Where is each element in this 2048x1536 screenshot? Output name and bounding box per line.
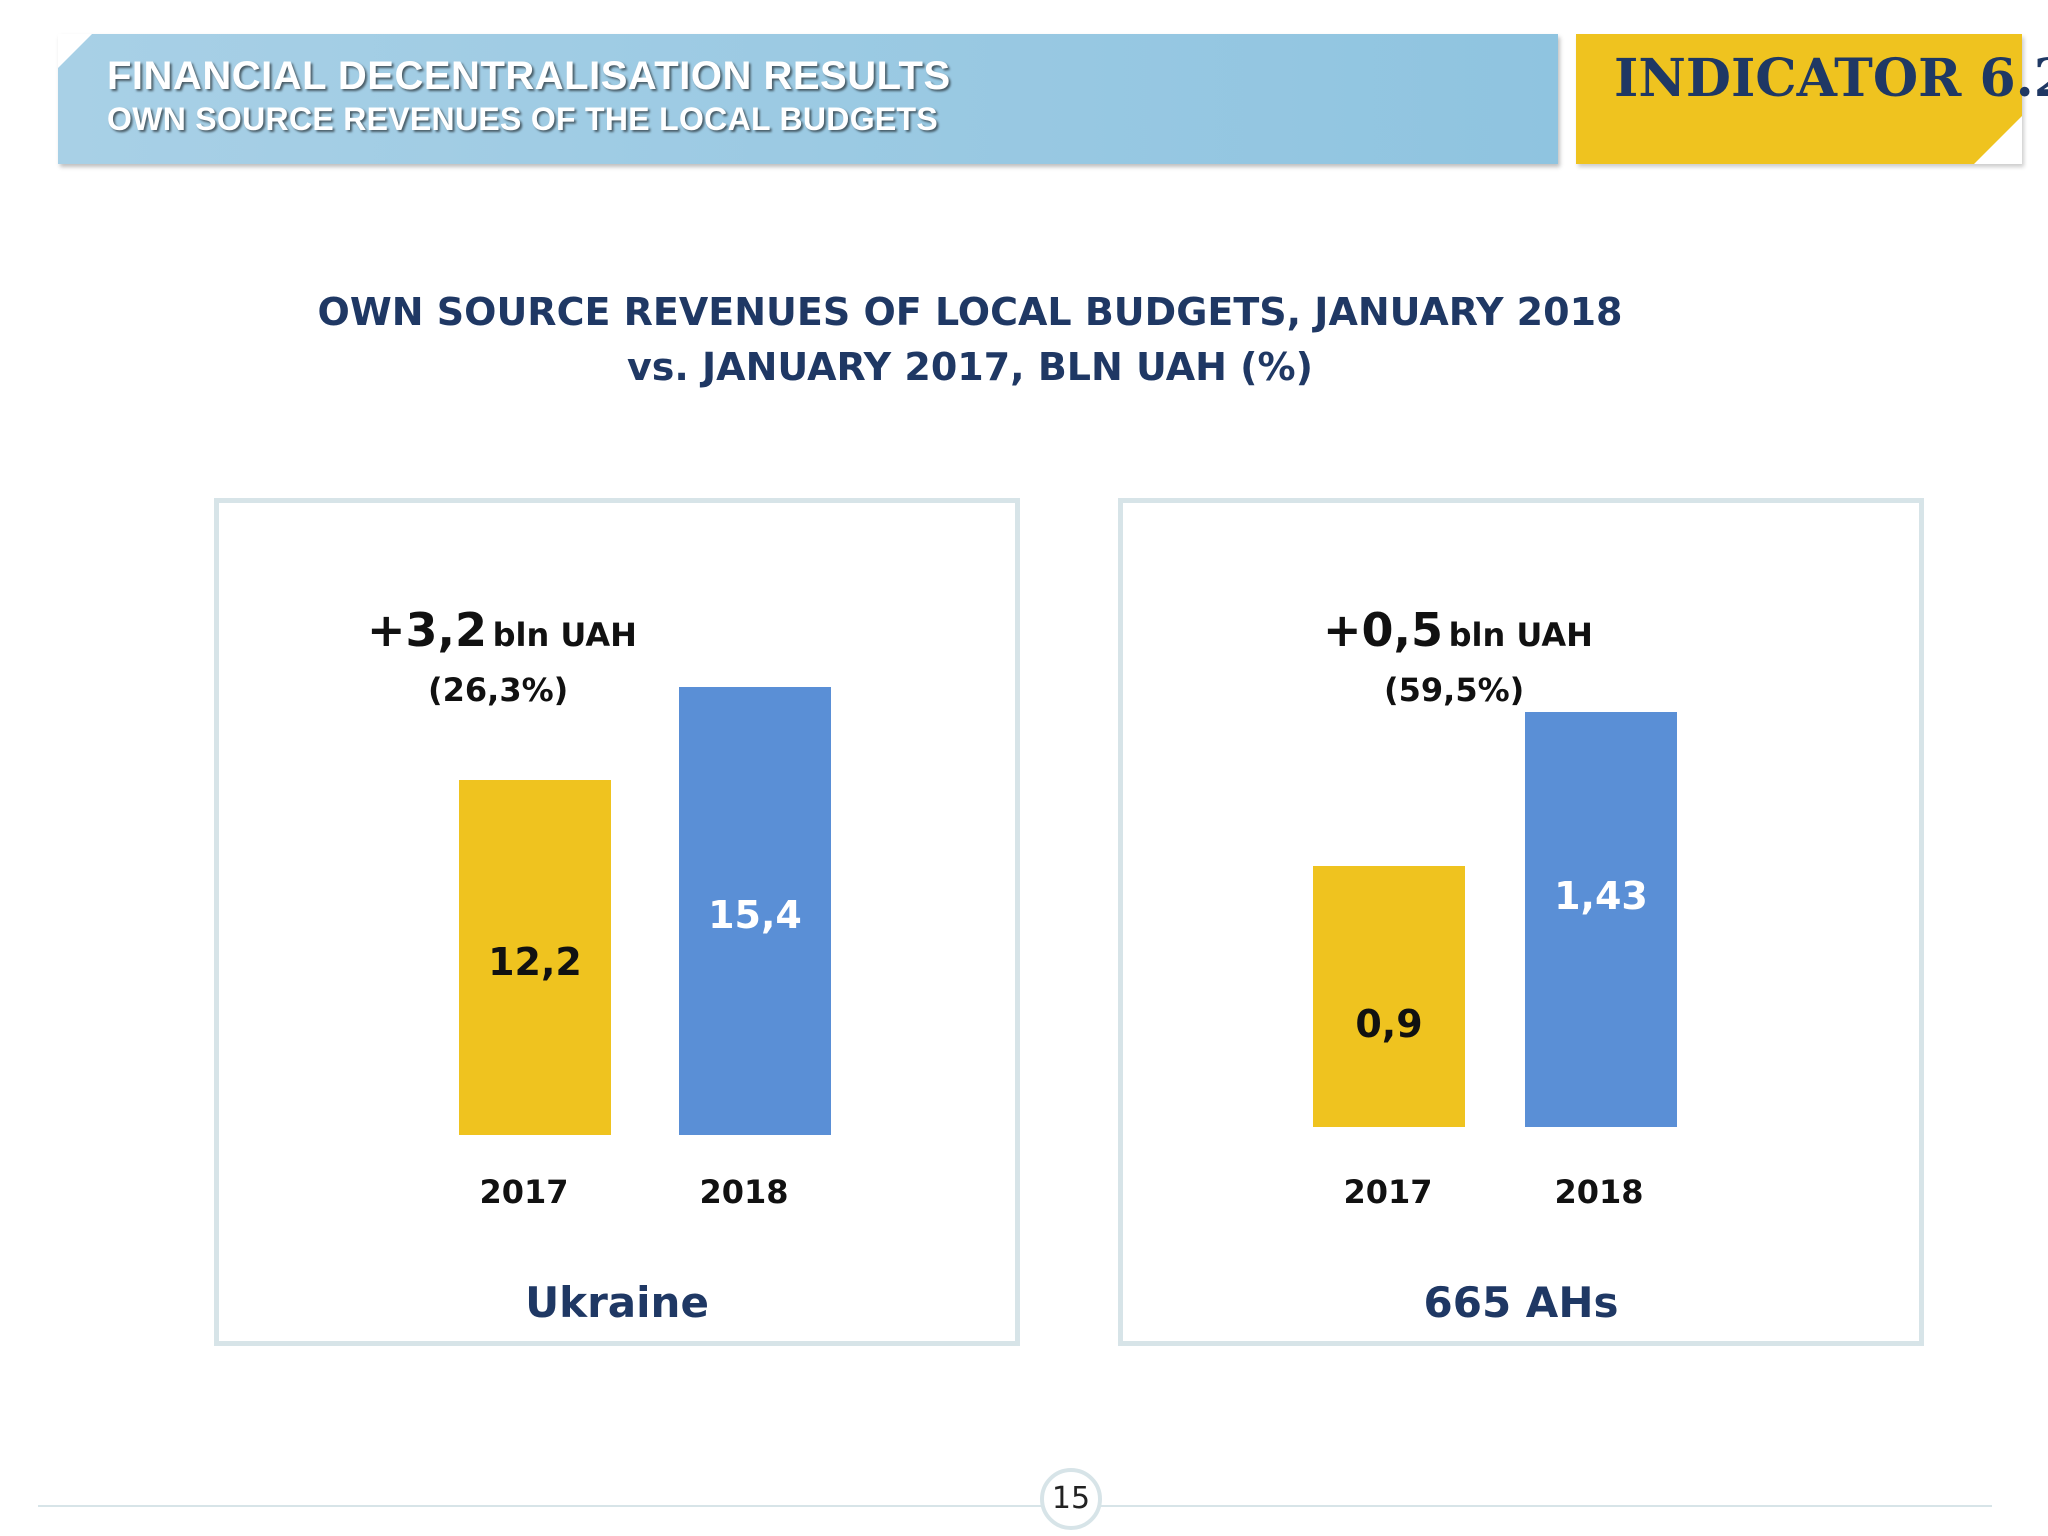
tick-label-2018: 2018 (1554, 1173, 1644, 1211)
tick-label-2017: 2017 (1343, 1173, 1433, 1211)
bar-2018: 15,4 (679, 687, 831, 1135)
bar-value-label: 12,2 (488, 939, 582, 984)
bar-2017: 12,2 (459, 780, 611, 1135)
tick-label-2018: 2018 (699, 1173, 789, 1211)
bar-value-label: 15,4 (708, 893, 802, 938)
indicator-fold (1974, 116, 2022, 164)
change-value: +0,5 (1323, 603, 1444, 657)
bar-value-label: 1,43 (1554, 874, 1648, 919)
banner-corner (58, 34, 92, 68)
change-unit: bln UAH (492, 616, 637, 654)
page-subtitle: OWN SOURCE REVENUES OF THE LOCAL BUDGETS (107, 101, 939, 137)
page-title: FINANCIAL DECENTRALISATION RESULTS (107, 54, 951, 98)
bar-value-label: 0,9 (1355, 1001, 1423, 1046)
panel-label: Ukraine (525, 1278, 709, 1327)
page-number: 15 (1040, 1468, 1102, 1530)
change-percent: (26,3%) (428, 671, 569, 709)
change-summary: +0,5 bln UAH (1323, 603, 1593, 657)
footer-divider (38, 1505, 1992, 1507)
chart-panel-ukraine: +3,2 bln UAH (26,3%) 12,2 15,4 2017 2018… (214, 498, 1020, 1346)
chart-title-line1: OWN SOURCE REVENUES OF LOCAL BUDGETS, JA… (317, 290, 1623, 334)
bar-2017: 0,9 (1313, 866, 1465, 1127)
panel-label: 665 AHs (1423, 1278, 1619, 1327)
indicator-badge: INDICATOR 6.2 (1576, 34, 2048, 164)
change-percent: (59,5%) (1384, 671, 1525, 709)
change-value: +3,2 (367, 603, 488, 657)
tick-label-2017: 2017 (479, 1173, 569, 1211)
header-banner (58, 34, 1558, 164)
change-summary: +3,2 bln UAH (367, 603, 637, 657)
indicator-label: INDICATOR 6.2 (1614, 48, 2048, 109)
chart-title-line2: vs. JANUARY 2017, BLN UAH (%) (626, 345, 1313, 389)
change-unit: bln UAH (1448, 616, 1593, 654)
chart-panel-ahs: +0,5 bln UAH (59,5%) 0,9 1,43 2017 2018 … (1118, 498, 1924, 1346)
bar-2018: 1,43 (1525, 712, 1677, 1127)
